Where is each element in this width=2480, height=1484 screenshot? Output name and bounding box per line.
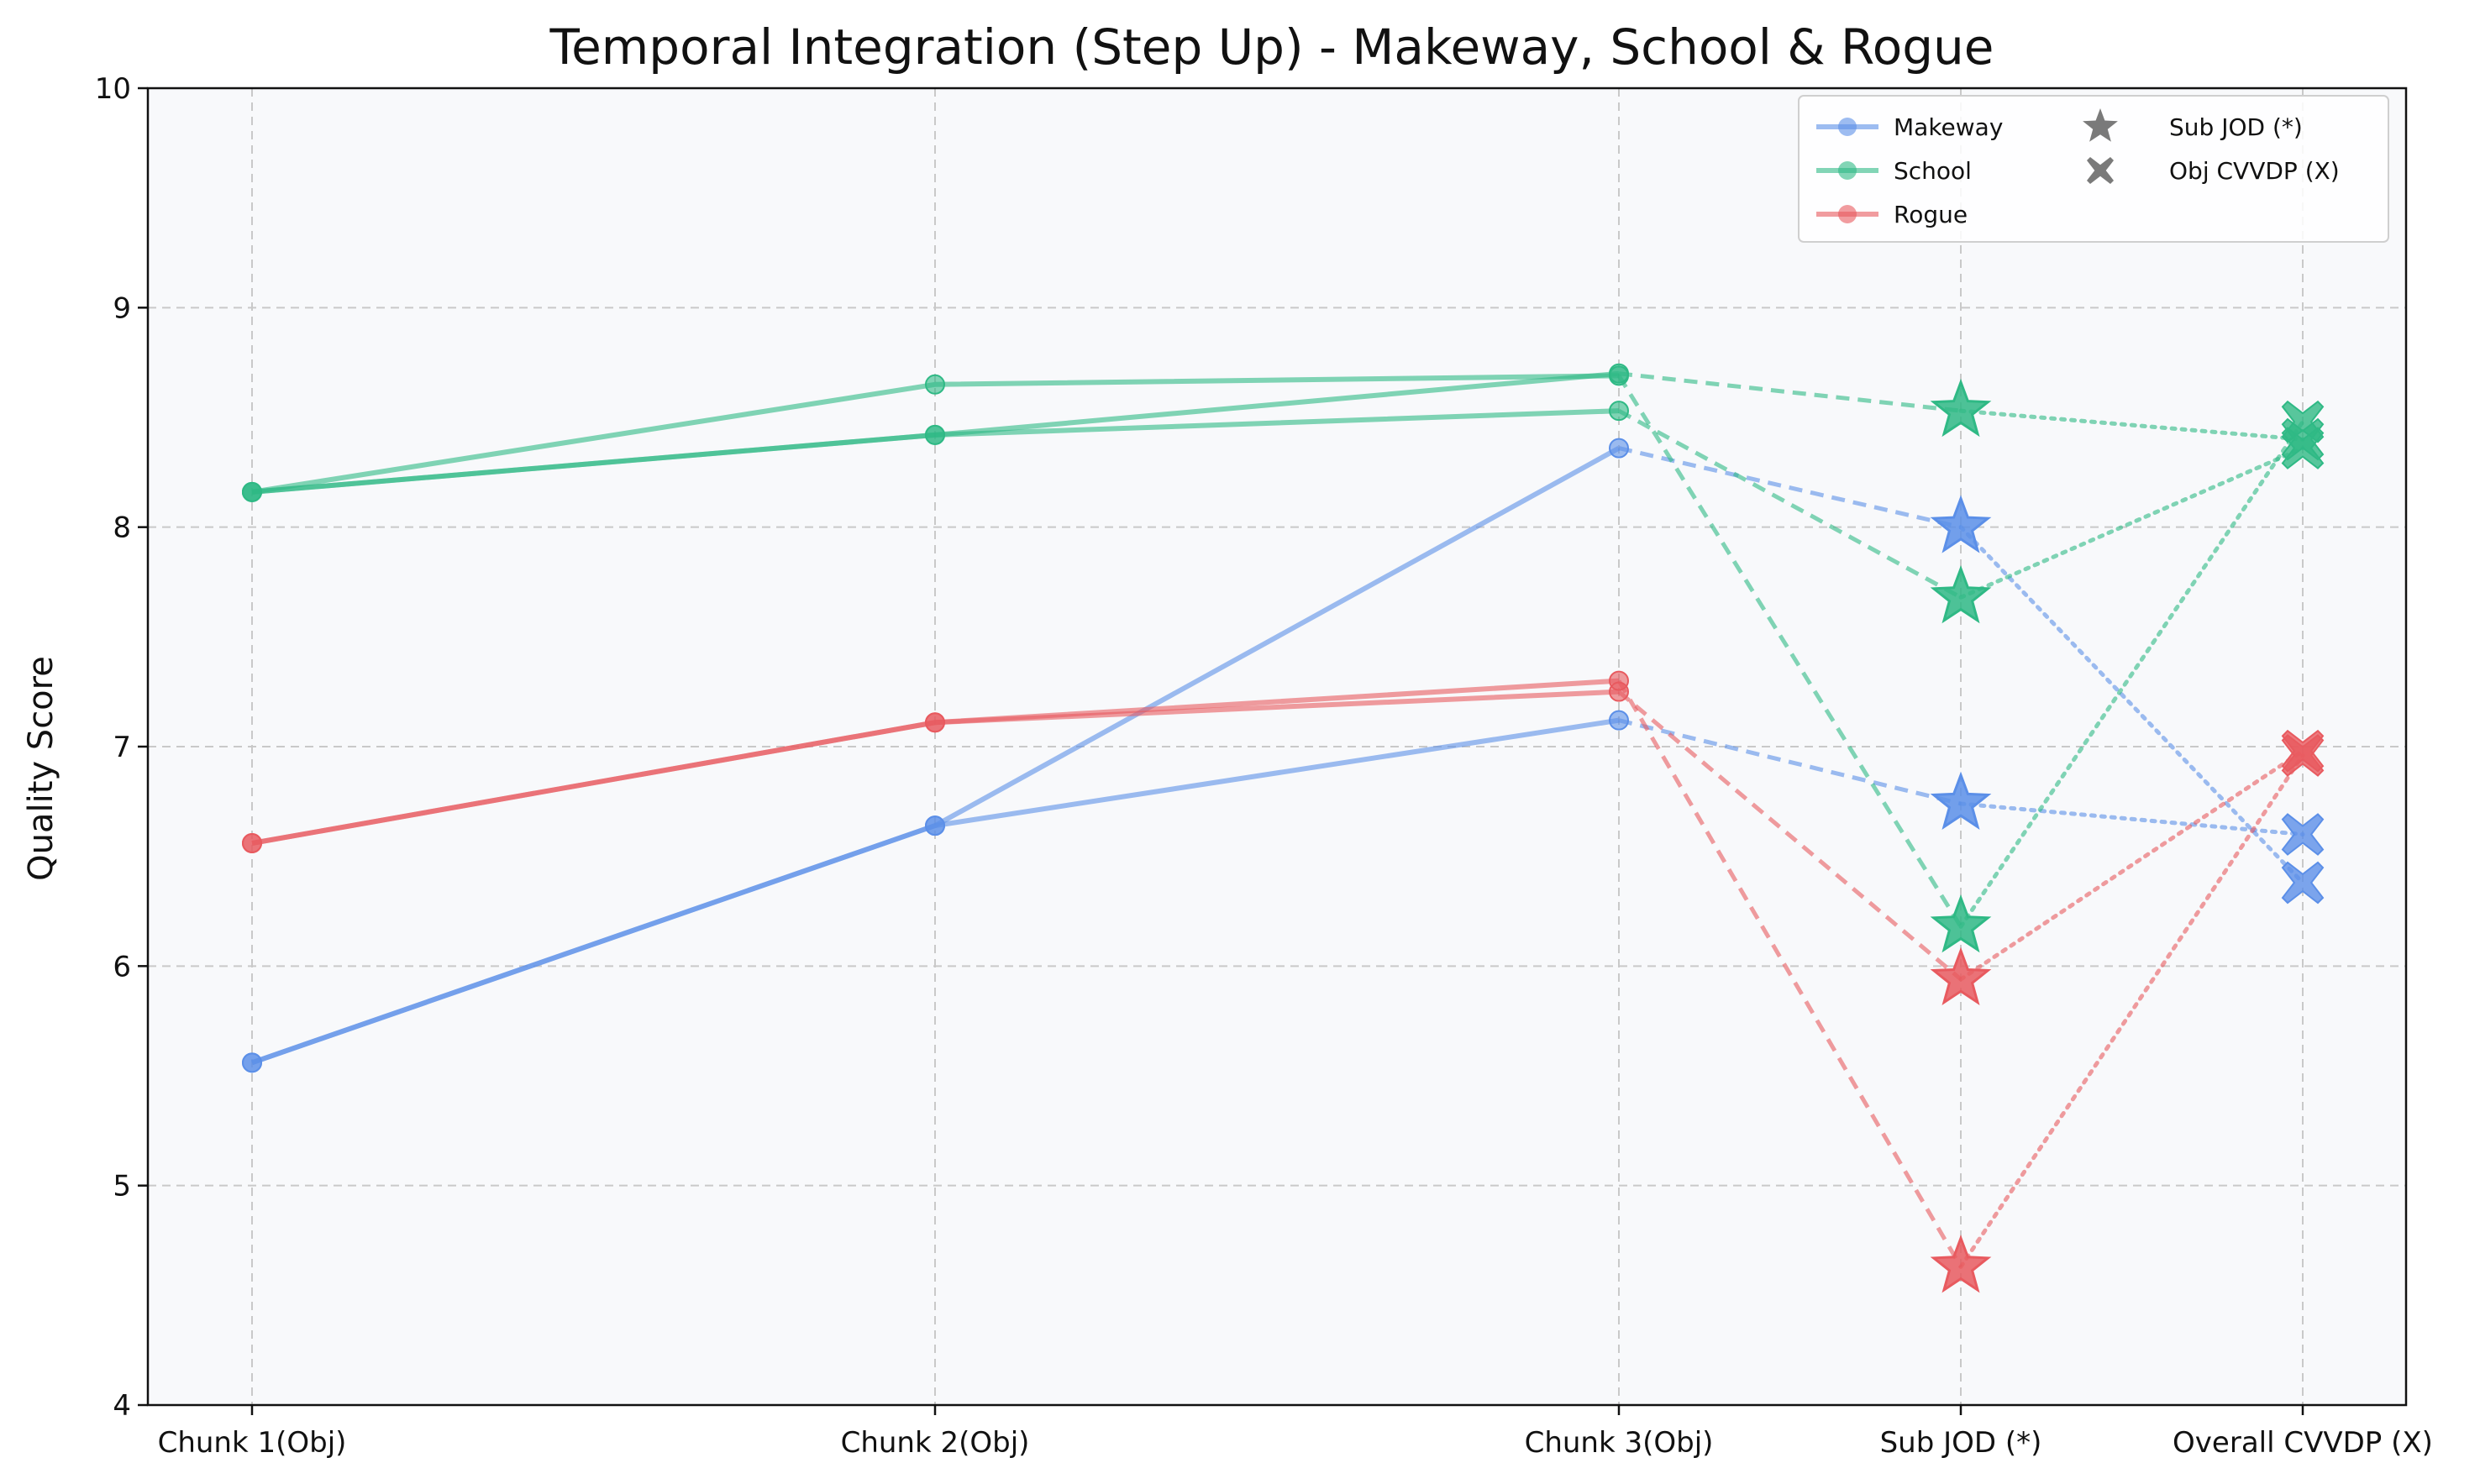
overall-cvvdp-x <box>2281 813 2325 856</box>
y-tick-label: 8 <box>113 511 131 545</box>
overall-cvvdp-x <box>2281 729 2325 773</box>
series-dotted-link <box>1958 801 2305 837</box>
legend-marker <box>1838 118 1857 136</box>
legend-label: Obj CVVDP (X) <box>2169 157 2340 185</box>
series-dashed-link <box>1618 371 1962 413</box>
legend-marker <box>1838 161 1857 180</box>
legend-marker <box>1838 205 1857 223</box>
sub-jod-star <box>1930 378 1992 438</box>
plot-area: 4 5 6 7 8 9 10 Chunk 1(Obj) Chunk 2(Obj) Chunk 3(… <box>95 72 2433 1460</box>
x-tick-label: Chunk 3(Obj) <box>1525 1426 1714 1460</box>
x-icon <box>2087 157 2114 184</box>
legend-label: Makeway <box>1894 113 2003 141</box>
chunk-point <box>242 832 262 853</box>
y-tick-label: 6 <box>113 950 131 983</box>
series-dashed-link <box>1617 690 1962 981</box>
chunk-point <box>1609 365 1629 386</box>
chunk-point <box>925 424 945 445</box>
sub-jod-star <box>1930 1235 1992 1293</box>
chunk-point <box>925 815 945 836</box>
series-dashed-link <box>1618 718 1962 806</box>
chart-title: Temporal Integration (Step Up) - Makeway… <box>549 18 1994 76</box>
series-dotted-link <box>1958 748 2305 982</box>
overall-cvvdp-x <box>2281 427 2325 469</box>
y-axis-label: Quality Score <box>22 656 60 881</box>
chunk-point <box>925 712 945 733</box>
x-tick-label: Chunk 2(Obj) <box>841 1426 1030 1460</box>
x-tick-label: Chunk 1(Obj) <box>158 1426 347 1460</box>
legend-item-school: School <box>1816 157 1972 185</box>
series-dashed-link <box>1618 446 1962 530</box>
legend: Makeway School Rogue Sub JOD (*) Obj CVVDP (… <box>1798 95 2389 243</box>
sub-jod-star <box>1930 947 1992 1005</box>
y-tick-label: 10 <box>95 72 131 106</box>
x-tick-label: Overall CVVDP (X) <box>2173 1426 2433 1460</box>
chunk-point <box>1609 710 1629 731</box>
y-tick-label: 5 <box>113 1170 131 1203</box>
sub-jod-star <box>1930 894 1992 953</box>
overall-cvvdp-x <box>2281 861 2325 905</box>
legend-item-rogue: Rogue <box>1816 201 1968 228</box>
series-dotted-link <box>1958 752 2305 1269</box>
sub-jod-star <box>1930 495 1992 553</box>
chunk-point <box>1609 401 1629 422</box>
legend-label: Sub JOD (*) <box>2169 113 2303 141</box>
y-tick-label: 4 <box>113 1389 131 1423</box>
legend-item-marker-0: Sub JOD (*) <box>2083 108 2303 142</box>
y-tick-label: 7 <box>113 731 131 764</box>
legend-label: Rogue <box>1894 201 1968 228</box>
sub-jod-star <box>1930 771 1992 830</box>
series-rogue-6 <box>242 681 2325 1005</box>
y-tick-label: 9 <box>113 291 131 325</box>
legend-item-marker-1: Obj CVVDP (X) <box>2087 157 2340 185</box>
star-icon <box>2083 108 2118 142</box>
series-dotted-link <box>1958 525 2305 885</box>
legend-item-makeway: Makeway <box>1816 113 2003 141</box>
series-makeway-1 <box>242 710 2325 1073</box>
chunk-point <box>242 1052 262 1073</box>
series-dotted-link <box>1958 446 2305 600</box>
x-tick-label: Sub JOD (*) <box>1880 1426 2042 1460</box>
legend-label: School <box>1894 157 1972 185</box>
chunk-point <box>1609 438 1629 459</box>
series-dashed-link <box>1616 679 1963 1268</box>
series-dotted-link <box>1958 408 2305 442</box>
chunk-point <box>925 374 945 395</box>
series-school-4 <box>242 401 2325 624</box>
chunk-point <box>242 481 262 502</box>
series-dotted-link <box>1958 419 2305 929</box>
chunk-point <box>1609 681 1629 702</box>
sub-jod-star <box>1930 565 1992 624</box>
